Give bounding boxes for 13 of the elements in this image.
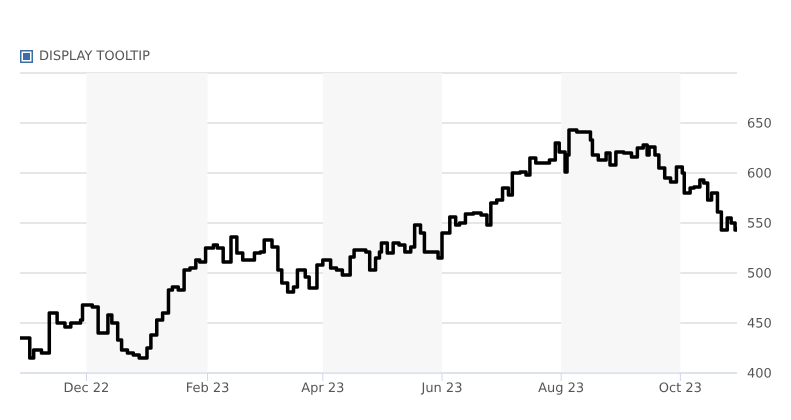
x-tick-label: Apr 23	[301, 381, 344, 396]
y-tick-label: 400	[747, 366, 772, 382]
y-tick-label: 500	[747, 266, 772, 282]
x-tick-label: Oct 23	[658, 381, 702, 396]
y-tick-label: 600	[747, 166, 772, 182]
y-tick-label: 650	[747, 116, 772, 132]
y-tick-label: 450	[747, 316, 772, 332]
x-tick-label: Dec 22	[64, 381, 110, 396]
x-tick-label: Feb 23	[186, 381, 230, 396]
x-tick-label: Aug 23	[538, 381, 584, 396]
y-tick-label: 550	[747, 216, 772, 232]
x-tick-label: Jun 23	[420, 381, 462, 396]
text: DISPLAY TOOLTIP	[39, 49, 150, 64]
